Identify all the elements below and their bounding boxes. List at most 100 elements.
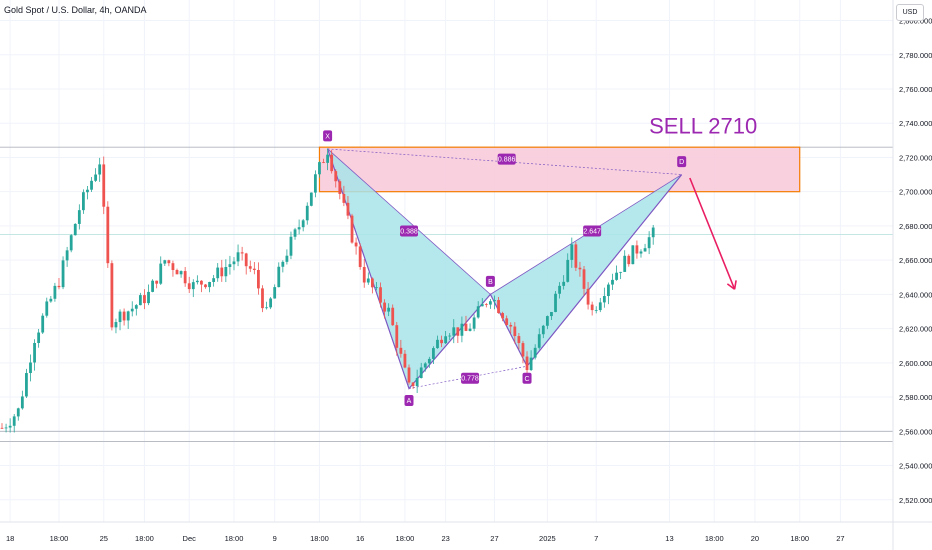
- chart-title: Gold Spot / U.S. Dollar, 4h, OANDA: [4, 5, 147, 15]
- candle-body: [407, 367, 411, 383]
- candle-body: [313, 174, 317, 193]
- candle-body: [4, 427, 8, 429]
- time-tick-label: 18:00: [225, 534, 244, 543]
- candle-body: [619, 271, 623, 273]
- point-label: A: [407, 398, 412, 405]
- sell-zone-rect: [318, 146, 801, 193]
- time-tick-label: 25: [100, 534, 108, 543]
- time-tick-label: Dec: [183, 534, 197, 543]
- candle-body: [509, 324, 513, 327]
- candle-body: [232, 261, 236, 265]
- candle-body: [90, 180, 93, 190]
- candle-body: [114, 322, 118, 328]
- time-tick-label: 23: [441, 534, 449, 543]
- candle-body: [110, 263, 114, 328]
- candle-body: [383, 302, 386, 312]
- candle-body: [525, 356, 529, 371]
- candle-body: [61, 260, 65, 288]
- price-tick-label: 2,760.000: [899, 85, 932, 94]
- candle-body: [350, 215, 354, 243]
- price-tick-label: 2,600.000: [899, 359, 932, 368]
- candle-body: [179, 271, 183, 275]
- candle-body: [354, 242, 358, 247]
- candle-body: [554, 293, 557, 312]
- candle-body: [647, 237, 651, 249]
- candle-body: [305, 205, 309, 221]
- candle-body: [562, 281, 566, 286]
- candle-body: [49, 298, 53, 302]
- candle-body: [460, 323, 464, 336]
- candle-body: [480, 304, 484, 307]
- time-tick-label: 13: [665, 534, 673, 543]
- candle-body: [602, 296, 606, 303]
- candle-body: [366, 278, 370, 283]
- price-tick-label: 2,740.000: [899, 119, 932, 128]
- candlesticks: [0, 148, 655, 433]
- candle-body: [370, 278, 374, 288]
- candle-body: [224, 267, 228, 277]
- price-tick-label: 2,620.000: [899, 325, 932, 334]
- candle-body: [167, 260, 171, 264]
- candle-body: [41, 315, 45, 333]
- currency-button[interactable]: USD: [896, 4, 924, 21]
- time-tick-label: 18:00: [50, 534, 69, 543]
- candle-body: [346, 202, 350, 216]
- ratio-label: 0.388: [400, 229, 418, 236]
- candle-body: [415, 378, 419, 387]
- candle-body: [138, 295, 142, 306]
- ratio-label: 2.647: [583, 229, 601, 236]
- candle-body: [639, 251, 643, 254]
- candle-body: [607, 284, 610, 297]
- point-badge: [485, 275, 495, 287]
- price-tick-label: 2,680.000: [899, 222, 932, 231]
- price-tick-label: 2,560.000: [899, 427, 932, 436]
- candle-body: [16, 408, 20, 417]
- candle-body: [468, 328, 472, 331]
- candle-body: [143, 295, 146, 304]
- candle-body: [204, 284, 207, 288]
- time-tick-label: 9: [273, 534, 277, 543]
- candle-body: [615, 272, 618, 280]
- candle-body: [122, 311, 126, 321]
- candle-body: [379, 287, 382, 303]
- time-axis[interactable]: 18 18:00 25 18:00 Dec 18:00 9 18:00 16 18:00 23 27 2…: [0, 521, 932, 543]
- ratio-badge: [400, 225, 418, 237]
- candle-body: [590, 304, 594, 311]
- candle-body: [537, 334, 541, 348]
- pattern-bcd: [490, 174, 682, 367]
- candle-body: [631, 245, 635, 265]
- candle-body: [297, 227, 301, 230]
- candle-body: [171, 263, 175, 271]
- time-tick-label: 18:00: [790, 534, 809, 543]
- candle-body: [301, 220, 305, 228]
- candle-body: [326, 154, 329, 163]
- ratio-badge: [461, 372, 480, 384]
- candle-body: [248, 266, 252, 269]
- candle-body: [334, 171, 338, 182]
- candle-body: [440, 339, 443, 344]
- ratio-badge: [583, 225, 602, 237]
- pattern-xb: [327, 148, 491, 295]
- candle-body: [448, 335, 452, 337]
- candle-body: [342, 193, 346, 203]
- candle-body: [130, 308, 134, 312]
- price-axis[interactable]: 2,520.000 2,540.000 2,560.000 2,580.000 2,60…: [892, 0, 932, 550]
- candle-body: [236, 252, 240, 262]
- candle-body: [191, 282, 195, 290]
- point-label: X: [325, 133, 330, 140]
- time-tick-label: 7: [594, 534, 598, 543]
- candle-body: [387, 307, 391, 312]
- time-tick-label: 18:00: [310, 534, 329, 543]
- candle-body: [155, 280, 159, 284]
- candle-body: [69, 235, 73, 251]
- candle-body: [570, 244, 574, 260]
- candle-body: [375, 287, 378, 289]
- candle-body: [623, 255, 627, 272]
- candle-body: [432, 348, 435, 359]
- point-badge: [522, 372, 532, 384]
- candle-body: [102, 164, 106, 207]
- candle-body: [240, 252, 244, 254]
- candle-body: [533, 347, 537, 358]
- candle-body: [86, 189, 89, 193]
